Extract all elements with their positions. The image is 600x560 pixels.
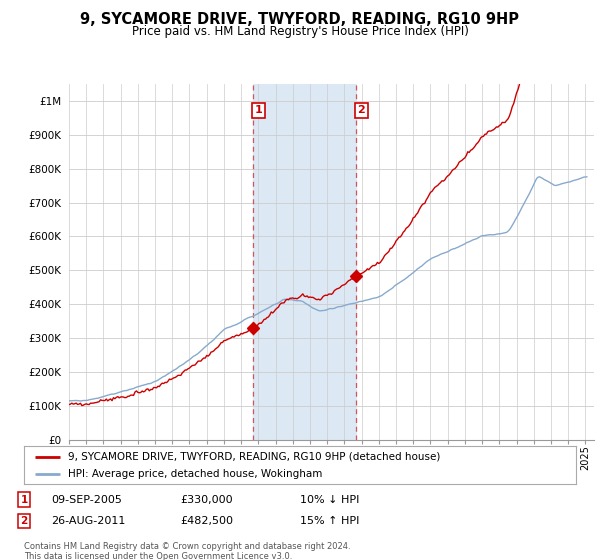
Text: 09-SEP-2005: 09-SEP-2005: [51, 494, 122, 505]
Text: £330,000: £330,000: [180, 494, 233, 505]
Text: 10% ↓ HPI: 10% ↓ HPI: [300, 494, 359, 505]
Text: HPI: Average price, detached house, Wokingham: HPI: Average price, detached house, Woki…: [68, 469, 323, 479]
Text: 1: 1: [20, 494, 28, 505]
Text: £482,500: £482,500: [180, 516, 233, 526]
Text: 15% ↑ HPI: 15% ↑ HPI: [300, 516, 359, 526]
Text: 2: 2: [358, 105, 365, 115]
Text: 26-AUG-2011: 26-AUG-2011: [51, 516, 125, 526]
Text: 2: 2: [20, 516, 28, 526]
Text: 1: 1: [255, 105, 262, 115]
Text: 9, SYCAMORE DRIVE, TWYFORD, READING, RG10 9HP (detached house): 9, SYCAMORE DRIVE, TWYFORD, READING, RG1…: [68, 451, 440, 461]
Bar: [253, 84, 356, 440]
Text: Contains HM Land Registry data © Crown copyright and database right 2024.
This d: Contains HM Land Registry data © Crown c…: [24, 542, 350, 560]
Text: Price paid vs. HM Land Registry's House Price Index (HPI): Price paid vs. HM Land Registry's House …: [131, 25, 469, 38]
Text: 9, SYCAMORE DRIVE, TWYFORD, READING, RG10 9HP: 9, SYCAMORE DRIVE, TWYFORD, READING, RG1…: [80, 12, 520, 27]
